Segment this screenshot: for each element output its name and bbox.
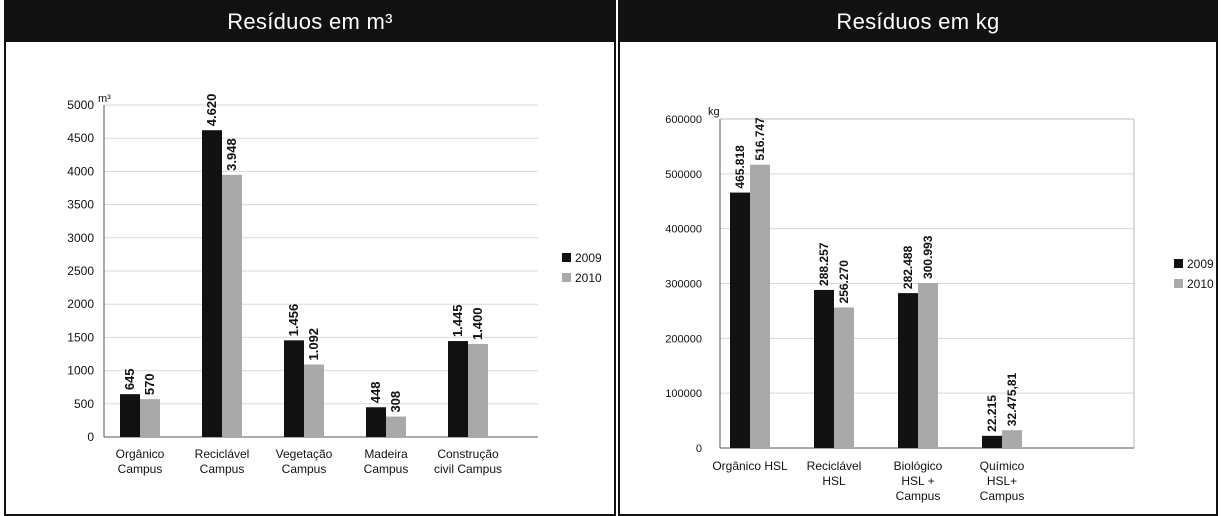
legend-swatch-2010 xyxy=(1174,279,1183,288)
x-category-label-line: Químico xyxy=(980,459,1025,473)
x-category-label: Madeira Campus xyxy=(364,447,409,476)
bar-2010 xyxy=(918,282,938,448)
data-label-2010: 32.475,81 xyxy=(1005,372,1019,426)
y-tick-label: 1500 xyxy=(67,330,94,344)
y-tick-label: 3000 xyxy=(67,231,94,245)
data-label-2009: 448 xyxy=(368,382,383,404)
x-category-label-line: Campus xyxy=(118,462,163,476)
legend-label-2010: 2010 xyxy=(575,271,602,285)
x-category-label-line: Construção xyxy=(437,447,499,461)
y-tick-label: 400000 xyxy=(665,224,702,236)
legend-swatch-2010 xyxy=(562,273,571,282)
x-category-label: Vegetação Campus xyxy=(276,447,333,476)
legend-label-2010: 2010 xyxy=(1187,277,1214,291)
x-category-label: Orgânico HSL xyxy=(712,459,788,473)
bar-2010 xyxy=(140,399,160,437)
data-label-2009: 4.620 xyxy=(204,94,219,127)
data-label-2009: 645 xyxy=(122,368,137,390)
y-tick-label: 2000 xyxy=(67,297,94,311)
x-category-label-line: Vegetação xyxy=(276,447,333,461)
data-label-2009: 1.445 xyxy=(450,305,465,338)
x-category-label-line: Campus xyxy=(200,462,245,476)
x-category-label-line: civil Campus xyxy=(434,462,502,476)
chart-title: Resíduos em m³ xyxy=(6,2,614,42)
chart-panel-kg: Resíduos em kg 0 100000 200000 300000 400000… xyxy=(618,0,1218,516)
data-label-2009: 288.257 xyxy=(817,242,831,286)
bar-chart-kg: 0 100000 200000 300000 400000 500000 600000 kg 4… xyxy=(665,106,1214,503)
bar-2009 xyxy=(730,192,750,448)
chart-title: Resíduos em kg xyxy=(620,2,1216,42)
y-axis-unit-label: m³ xyxy=(98,93,111,105)
y-tick-label: 2500 xyxy=(67,264,94,278)
y-tick-label: 0 xyxy=(87,430,94,444)
x-category-label-line: Biológico xyxy=(894,459,943,473)
x-category-label-line: Orgânico xyxy=(116,447,165,461)
x-category-label: Orgânico Campus xyxy=(116,447,165,476)
legend-swatch-2009 xyxy=(1174,259,1183,268)
bar-2009 xyxy=(120,394,140,437)
data-label-2010: 3.948 xyxy=(224,138,239,171)
data-label-2010: 516.747 xyxy=(753,117,767,161)
bar-2010 xyxy=(750,164,770,448)
chart-panel-m3: Resíduos em m³ 0 500 1000 1500 2000 2500 3000 3… xyxy=(4,0,616,516)
bar-2009 xyxy=(284,340,304,437)
data-label-2009: 1.456 xyxy=(286,304,301,337)
legend-label-2009: 2009 xyxy=(575,251,602,265)
bar-2010 xyxy=(468,344,488,437)
data-label-2010: 308 xyxy=(388,391,403,413)
x-category-label-line: Reciclável xyxy=(195,447,250,461)
x-category-label-line: Reciclável xyxy=(807,459,862,473)
x-category-label: Construção civil Campus xyxy=(434,447,502,476)
bar-2010 xyxy=(834,307,854,448)
bar-chart-m3: 0 500 1000 1500 2000 2500 3000 3500 4000 4500 5000… xyxy=(67,93,602,476)
y-tick-label: 0 xyxy=(696,443,702,455)
x-category-label-line: Campus xyxy=(896,489,941,503)
bar-2010 xyxy=(304,364,324,437)
x-category-label-line: HSL + xyxy=(901,474,934,488)
y-tick-label: 300000 xyxy=(665,279,702,291)
bar-2009 xyxy=(202,130,222,437)
legend-swatch-2009 xyxy=(562,253,571,262)
bar-2010 xyxy=(1002,430,1022,448)
x-category-label: Reciclável HSL xyxy=(807,459,862,488)
y-tick-label: 500 xyxy=(74,397,94,411)
y-axis-unit-label: kg xyxy=(708,106,720,118)
x-category-label-line: HSL xyxy=(822,474,846,488)
x-category-label: Reciclável Campus xyxy=(195,447,250,476)
bar-2009 xyxy=(982,435,1002,448)
x-category-label-line: HSL+ xyxy=(987,474,1017,488)
legend-label-2009: 2009 xyxy=(1187,257,1214,271)
x-category-label: Químico HSL+ Campus xyxy=(980,459,1025,503)
x-category-label-line: Orgânico HSL xyxy=(712,459,788,473)
x-category-label-line: Campus xyxy=(364,462,409,476)
data-label-2009: 282.488 xyxy=(901,245,915,289)
data-label-2009: 465.818 xyxy=(733,145,747,189)
x-category-label-line: Campus xyxy=(282,462,327,476)
y-tick-label: 4500 xyxy=(67,131,94,145)
y-tick-label: 3500 xyxy=(67,198,94,212)
x-category-label: Biológico HSL + Campus xyxy=(894,459,943,503)
bar-2009 xyxy=(366,407,386,437)
bar-2009 xyxy=(814,289,834,448)
data-label-2010: 300.993 xyxy=(921,235,935,279)
x-category-label-line: Campus xyxy=(980,489,1025,503)
data-label-2010: 1.092 xyxy=(306,328,321,361)
data-label-2010: 256.270 xyxy=(837,260,851,304)
y-tick-label: 4000 xyxy=(67,164,94,178)
bar-2009 xyxy=(448,341,468,437)
y-tick-label: 5000 xyxy=(67,98,94,112)
data-label-2010: 1.400 xyxy=(470,307,485,340)
y-tick-label: 100000 xyxy=(665,388,702,400)
y-tick-label: 500000 xyxy=(665,169,702,181)
data-label-2009: 22.215 xyxy=(985,395,999,432)
y-tick-label: 600000 xyxy=(665,114,702,126)
bar-2010 xyxy=(222,174,242,438)
bar-2010 xyxy=(386,416,406,437)
x-category-label-line: Madeira xyxy=(364,447,408,461)
data-label-2010: 570 xyxy=(142,373,157,395)
y-tick-label: 200000 xyxy=(665,333,702,345)
y-tick-label: 1000 xyxy=(67,364,94,378)
bar-2009 xyxy=(898,293,918,448)
